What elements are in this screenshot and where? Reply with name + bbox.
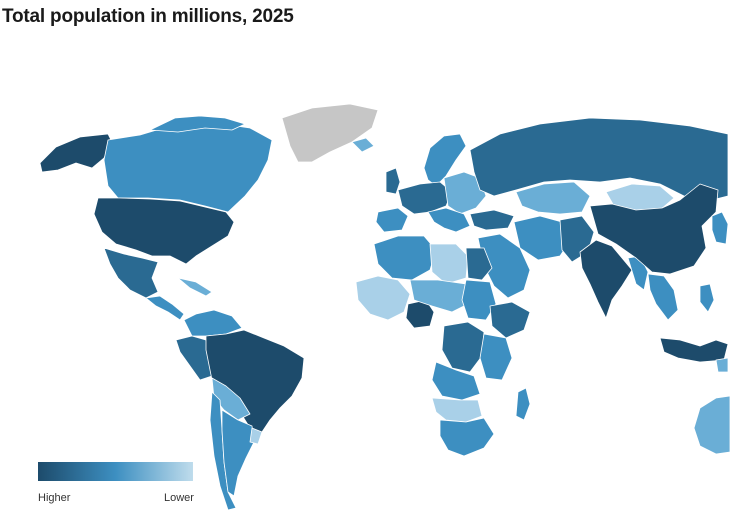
region-argentina [221, 409, 255, 497]
region-mexico [103, 247, 159, 299]
region-italy-balkans [427, 207, 471, 233]
region-papua [715, 357, 729, 373]
region-caribbean [177, 277, 213, 297]
region-korea-japan [711, 211, 729, 245]
region-uk [385, 167, 401, 195]
region-indonesia [659, 337, 729, 363]
legend-label-higher: Higher [38, 492, 71, 504]
region-canada-islands [149, 115, 246, 133]
region-central-america [145, 295, 185, 321]
region-usa [93, 197, 235, 265]
region-western-europe [397, 181, 453, 215]
region-uruguay [249, 427, 263, 445]
region-greenland [281, 103, 379, 163]
region-kazakhstan [515, 181, 591, 215]
region-australia [693, 395, 730, 455]
region-iceland [351, 137, 375, 153]
region-colombia-venezuela [183, 309, 243, 337]
region-southern-africa [431, 397, 483, 423]
region-north-africa-west [373, 235, 437, 281]
region-south-africa [439, 417, 495, 457]
region-philippines [699, 283, 715, 313]
region-east-africa [479, 333, 513, 381]
region-china [589, 183, 719, 275]
map-title: Total population in millions, 2025 [2, 6, 294, 27]
region-iberia [375, 207, 409, 233]
region-southeast-asia [647, 273, 679, 321]
region-russia [469, 117, 729, 203]
region-libya [429, 243, 469, 285]
legend-label-lower: Lower [164, 492, 194, 504]
region-central-sahel [409, 279, 469, 313]
region-angola-zambia [431, 361, 481, 401]
region-turkey-caucasus [469, 209, 515, 231]
region-madagascar [515, 387, 531, 421]
region-sudan [461, 279, 497, 321]
region-india [579, 239, 633, 319]
legend-gradient-bar [38, 462, 193, 481]
region-egypt [465, 247, 493, 281]
region-alaska [39, 133, 113, 173]
region-ethiopia [489, 301, 531, 339]
region-west-africa [355, 275, 411, 321]
region-eastern-europe [443, 171, 487, 215]
region-drc [441, 321, 485, 373]
